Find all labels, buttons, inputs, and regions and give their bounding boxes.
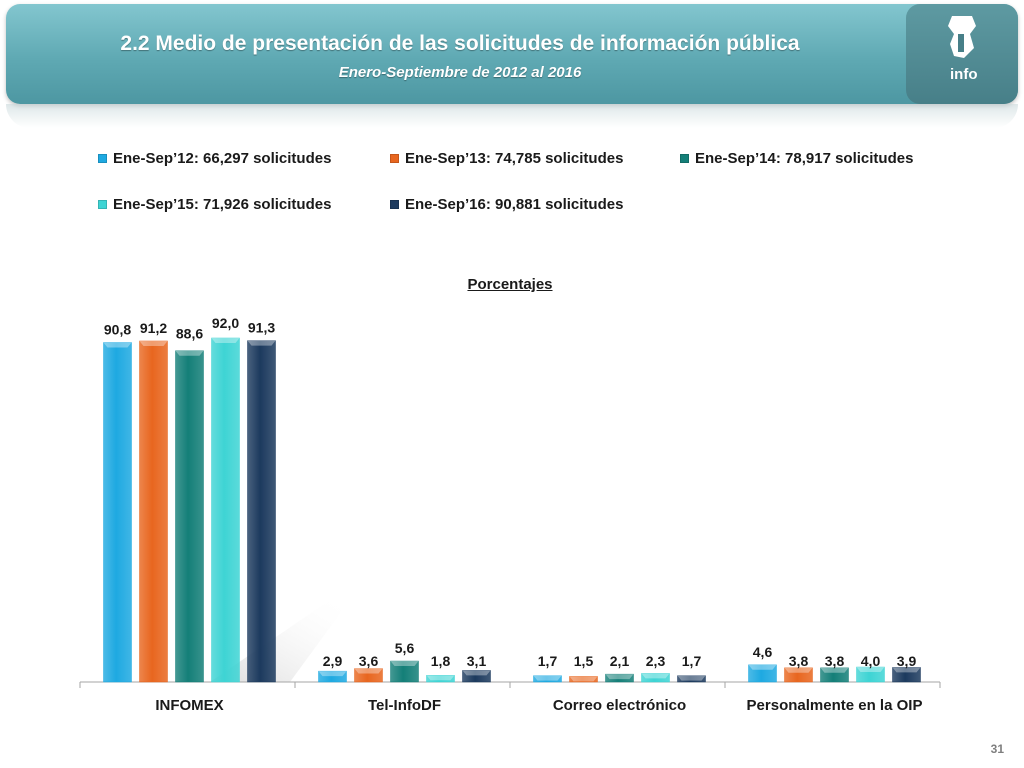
bar-bevel	[892, 667, 921, 673]
data-label: 91,3	[248, 320, 275, 336]
bar-bevel	[354, 668, 383, 674]
bar-bevel	[569, 676, 598, 682]
legend-swatch	[390, 154, 399, 163]
bar-bevel	[247, 340, 276, 346]
data-label: 3,1	[467, 653, 487, 669]
legend-swatch	[98, 154, 107, 163]
bar-bevel	[820, 667, 849, 673]
data-label: 3,6	[359, 653, 379, 669]
x-tick-label: Personalmente en la OIP	[747, 697, 923, 714]
data-label: 4,6	[753, 644, 773, 660]
data-label: 88,6	[176, 326, 203, 342]
legend-item: Ene-Sep’14: 78,917 solicitudes	[680, 150, 913, 167]
legend-label: Ene-Sep’13: 74,785 solicitudes	[405, 150, 624, 167]
bar	[784, 667, 813, 683]
bar	[247, 340, 276, 683]
bar-bevel	[175, 350, 204, 356]
bar-bevel	[605, 674, 634, 680]
bar-bevel	[318, 671, 347, 677]
chart-title: Porcentajes	[467, 276, 553, 293]
bar-bevel	[211, 338, 240, 343]
logo-text: info	[950, 66, 978, 83]
data-label: 92,0	[212, 315, 239, 331]
bar	[318, 670, 347, 683]
bar	[462, 670, 491, 683]
bar	[856, 666, 885, 683]
slide-title: 2.2 Medio de presentación de las solicit…	[120, 32, 800, 55]
bar	[677, 675, 706, 683]
bar-bevel	[641, 673, 670, 679]
data-label: 3,8	[789, 653, 809, 669]
bar-bevel	[533, 675, 562, 681]
bar-bevel	[426, 675, 455, 681]
header-shadow	[6, 104, 1018, 128]
data-label: 1,7	[538, 653, 558, 669]
data-label: 5,6	[395, 640, 415, 656]
data-label: 2,9	[323, 653, 343, 669]
header-banner	[6, 4, 1018, 104]
legend-label: Ene-Sep’15: 71,926 solicitudes	[113, 196, 332, 213]
data-label: 90,8	[104, 321, 131, 337]
bar	[139, 340, 168, 683]
bar	[748, 664, 777, 683]
bar-bevel	[139, 340, 168, 346]
bar-bevel	[677, 675, 706, 681]
legend-swatch	[390, 200, 399, 209]
bar-bevel	[856, 667, 885, 673]
legend-label: Ene-Sep’12: 66,297 solicitudes	[113, 150, 332, 167]
legend-item: Ene-Sep’15: 71,926 solicitudes	[98, 196, 331, 213]
bar	[354, 668, 383, 683]
data-label: 1,7	[682, 653, 702, 669]
bar	[175, 350, 204, 683]
page-number: 31	[990, 742, 1004, 756]
bar	[569, 676, 598, 683]
bar-bevel	[784, 667, 813, 673]
legend-item: Ene-Sep’12: 66,297 solicitudes	[98, 150, 331, 167]
data-label: 3,9	[897, 653, 917, 669]
legend-swatch	[98, 200, 107, 209]
legend-item: Ene-Sep’16: 90,881 solicitudes	[390, 196, 623, 213]
bar	[605, 673, 634, 683]
legend-label: Ene-Sep’14: 78,917 solicitudes	[695, 150, 914, 167]
data-label: 1,5	[574, 653, 594, 669]
data-label: 4,0	[861, 653, 881, 669]
bar-bevel	[390, 661, 419, 667]
chart-legend: Ene-Sep’12: 66,297 solicitudes Ene-Sep’13…	[98, 150, 998, 230]
bar-bevel	[748, 664, 777, 670]
x-tick-label: Correo electrónico	[553, 697, 686, 714]
bar-bevel	[462, 670, 491, 676]
bar-bevel	[103, 342, 132, 348]
legend-swatch	[680, 154, 689, 163]
bar	[641, 673, 670, 683]
slide-subtitle: Enero-Septiembre de 2012 al 2016	[338, 64, 582, 81]
bar	[426, 675, 455, 683]
x-tick-label: Tel-InfoDF	[368, 697, 441, 714]
bar	[892, 667, 921, 683]
legend-label: Ene-Sep’16: 90,881 solicitudes	[405, 196, 624, 213]
bar	[103, 342, 132, 683]
info-logo: info	[906, 4, 1018, 104]
data-label: 91,2	[140, 320, 167, 336]
x-tick-label: INFOMEX	[155, 697, 223, 714]
info-logo-icon	[948, 16, 976, 58]
data-label: 3,8	[825, 653, 845, 669]
data-label: 1,8	[431, 653, 451, 669]
bar-shadow	[210, 600, 350, 682]
bar	[390, 660, 419, 683]
data-label: 2,1	[610, 653, 630, 669]
data-label: 2,3	[646, 653, 666, 669]
bar	[820, 667, 849, 683]
bar	[533, 675, 562, 683]
legend-item: Ene-Sep’13: 74,785 solicitudes	[390, 150, 623, 167]
bar	[211, 337, 240, 683]
